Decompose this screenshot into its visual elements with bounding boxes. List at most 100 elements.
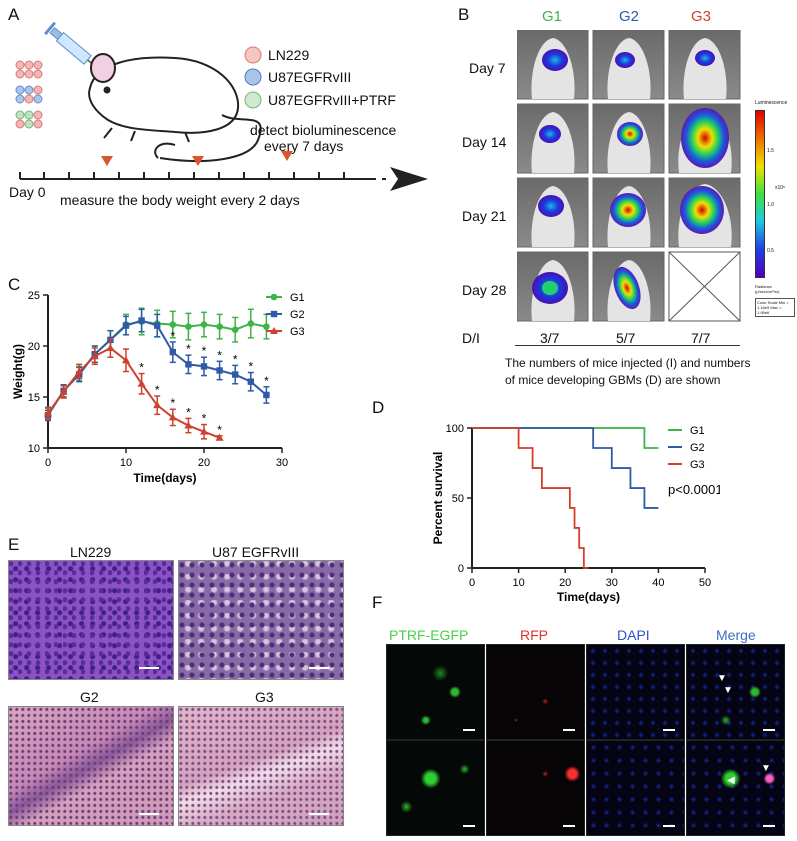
histology-image: [8, 560, 174, 680]
di-value: 5/7: [616, 330, 636, 346]
panel-label-a: A: [8, 5, 20, 24]
scale-bar: [139, 813, 159, 815]
mouse-image: [668, 103, 741, 174]
colorbar-tick: 1.0: [767, 202, 774, 208]
arrowhead-icon: ▼: [723, 685, 733, 696]
data-point-g3: [137, 379, 146, 387]
caption-text: of mice developing GBMs (D) are shown: [505, 373, 721, 387]
mouse-image: [592, 103, 665, 174]
data-point-g1: [200, 321, 208, 328]
panel-a: LN229 U87EGFRvIII U87EGFRvIII+PTRF detec…: [0, 0, 450, 240]
colorbar-title: Luminescence: [755, 100, 788, 106]
survival-chart: 0 50 100 0 10 20 30 40 50 Time(days) Percent survi…: [431, 423, 720, 604]
data-point-g3: [122, 356, 130, 364]
panel-label-e: E: [8, 535, 20, 554]
channel-title: DAPI: [617, 627, 650, 643]
y-tick-label: 25: [28, 290, 40, 302]
x-tick-label: 0: [469, 577, 475, 589]
y-axis-label: Weight(g): [11, 344, 25, 399]
legend-label: G3: [690, 459, 705, 471]
di-divider: [515, 345, 740, 346]
p-value-annotation: p<0.0001: [668, 482, 720, 497]
x-tick-label: 20: [198, 457, 210, 469]
panel-label-c: C: [8, 275, 21, 294]
group-label: G1: [542, 8, 563, 25]
data-point-g2: [232, 371, 239, 378]
significance-star: *: [155, 383, 160, 397]
data-point-g2: [122, 322, 130, 329]
bioluminescence-grid: [517, 30, 741, 322]
scale-bar: [463, 825, 475, 827]
significance-star: *: [186, 405, 191, 419]
significance-star: *: [202, 412, 207, 426]
legend-label: G2: [290, 309, 305, 321]
data-point-g3: [75, 367, 84, 375]
mouse-image: [592, 30, 665, 100]
significance-star: *: [202, 344, 207, 358]
timeline-axis: [19, 172, 386, 180]
legend-label: G1: [690, 425, 705, 437]
channel-title: Merge: [716, 627, 756, 643]
data-point-g3: [59, 387, 68, 395]
histology-title: G3: [255, 689, 274, 705]
significance-star: *: [170, 329, 175, 343]
scale-bar: [763, 729, 775, 731]
histology-title: G2: [80, 689, 99, 705]
x-tick-label: 10: [120, 457, 132, 469]
day-label: Day 7: [469, 60, 506, 76]
significance-star: *: [139, 361, 144, 375]
legend-marker: [270, 310, 278, 318]
cell-line-label: U87EGFRvIII+PTRF: [268, 92, 396, 108]
y-tick-label: 15: [28, 392, 40, 404]
mouse-image: [517, 30, 589, 100]
day-label: Day 28: [462, 282, 507, 298]
color-scale-box: Color Scale Min = 1.16e5 Max = 1.95e6: [755, 298, 795, 317]
mouse-image: [517, 103, 589, 174]
arrowhead-icon: ◀: [727, 775, 735, 786]
day0-label: Day 0: [9, 184, 46, 200]
fluorescence-image: ◀ ▼: [686, 740, 785, 836]
legend-label: G1: [290, 292, 305, 304]
data-point-g2: [185, 361, 192, 368]
x-tick-label: 30: [606, 577, 618, 589]
significance-star: *: [248, 360, 253, 374]
scale-bar: [139, 667, 159, 669]
group-label: G3: [691, 8, 712, 25]
y-tick-label: 0: [458, 563, 464, 575]
scale-bar: [663, 825, 675, 827]
arrowhead-icon: ▼: [717, 673, 727, 684]
colorbar-exponent: x10⁶: [775, 185, 786, 191]
detect-text: detect bioluminescence: [250, 122, 397, 138]
legend-label: G2: [690, 442, 705, 454]
mouse-image: [668, 30, 741, 100]
x-axis-label: Time(days): [557, 590, 620, 604]
data-point-g2: [138, 317, 145, 324]
data-point-g3: [200, 427, 208, 435]
fluorescence-image: [486, 644, 585, 740]
day-label: Day 21: [462, 208, 507, 224]
scale-bar: [309, 813, 329, 815]
mouse-image: [517, 177, 589, 248]
scale-bar: [763, 825, 775, 827]
timepoint-marker-icon: [281, 151, 293, 161]
y-tick-label: 100: [446, 423, 464, 435]
y-tick-label: 50: [452, 493, 464, 505]
legend-label: G3: [290, 326, 305, 338]
x-tick-label: 0: [45, 457, 51, 469]
panel-label-d: D: [372, 398, 385, 417]
data-point-g3: [44, 409, 52, 417]
scale-bar: [563, 825, 575, 827]
significance-star: *: [264, 374, 269, 388]
cell-line-label: U87EGFRvIII: [268, 69, 352, 85]
measure-text: measure the body weight every 2 days: [60, 192, 300, 208]
scale-bar: [309, 667, 329, 669]
data-point-g3: [215, 433, 224, 441]
empty-image-placeholder: [668, 251, 741, 322]
survival-curve-g3: [472, 427, 589, 569]
group-label: G2: [619, 8, 640, 25]
significance-star: *: [217, 423, 222, 437]
x-tick-label: 50: [699, 577, 711, 589]
di-value: 3/7: [540, 330, 560, 346]
timepoint-marker-icon: [101, 156, 113, 166]
mouse-image: [517, 251, 589, 322]
